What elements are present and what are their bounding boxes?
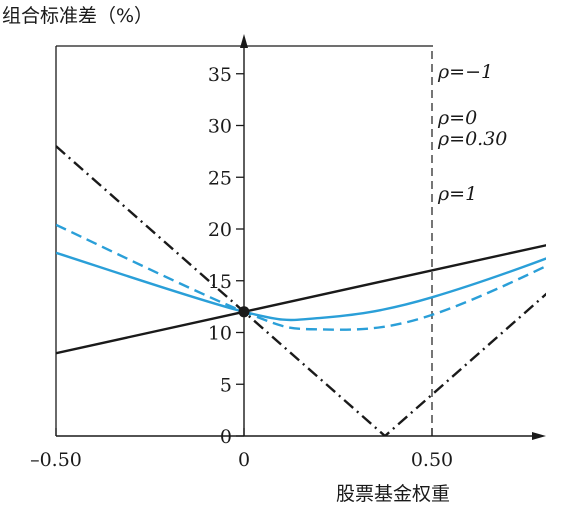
y-axis-arrow: [240, 34, 248, 48]
series-label-2: ρ=0.30: [437, 128, 507, 150]
points-layer: [238, 306, 250, 318]
x-tick-label: 0.50: [411, 449, 453, 471]
y-tick-label: 25: [208, 167, 232, 189]
series-line-2: [56, 251, 546, 322]
y-tick-label: 35: [208, 64, 232, 86]
y-tick-label: 5: [220, 374, 232, 396]
y-tick-label: 20: [208, 219, 232, 241]
series-layer: [56, 145, 546, 436]
data-point-0: [238, 306, 250, 318]
y-axis-title: 组合标准差（%）: [2, 5, 153, 27]
series-label-1: ρ=0: [437, 107, 477, 129]
series-line-3: [56, 244, 546, 355]
y-tick-label: 30: [208, 116, 232, 138]
x-tick-label: 0: [238, 449, 250, 471]
x-axis-title: 股票基金权重: [336, 483, 450, 505]
x-tick-label: –0.50: [30, 449, 82, 471]
y-tick-label: 0: [220, 426, 232, 448]
series-label-3: ρ=1: [437, 183, 477, 205]
series-label-0: ρ=−1: [437, 61, 493, 83]
reference-lines: [431, 46, 433, 436]
x-axis-arrow: [532, 432, 546, 440]
series-line-0: [56, 145, 546, 436]
y-tick-label: 10: [208, 323, 232, 345]
labels-layer: ρ=−1 ρ=0ρ=0.30 ρ=1: [437, 61, 507, 205]
y-tick-label: 15: [208, 271, 232, 293]
series-line-1: [56, 223, 546, 331]
